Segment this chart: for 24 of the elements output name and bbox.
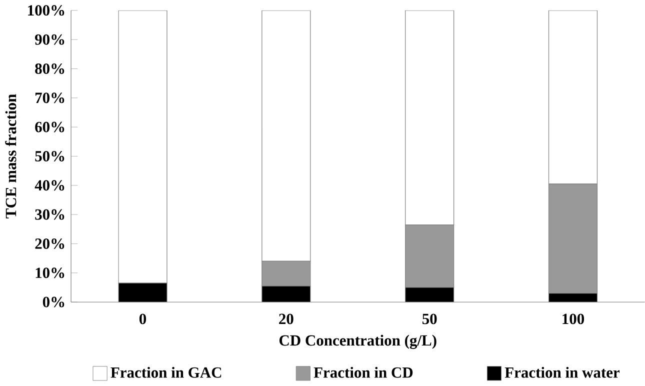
y-tick-label: 60% (35, 122, 64, 132)
legend-label: Fraction in water (504, 366, 620, 378)
y-tick-label: 0% (42, 296, 64, 308)
y-tick-label: 20% (35, 238, 64, 249)
y-tick-label: 70% (35, 92, 64, 104)
x-tick-label: 50 (422, 314, 437, 324)
legend-label: Fraction in CD (314, 366, 413, 378)
y-axis-title: TCE mass fraction (5, 94, 16, 218)
y-tick-label: 100% (28, 5, 64, 16)
bar (548, 292, 598, 302)
x-axis-title: CD Concentration (g/L) (279, 334, 436, 349)
x-tick-label: 0 (139, 314, 146, 324)
y-tick-label: 50% (35, 150, 64, 162)
bar (118, 283, 167, 302)
x-tick-label: 20 (279, 314, 294, 324)
y-tick-label: 10% (36, 268, 64, 278)
y-tick-label: 30% (35, 209, 64, 220)
bar (405, 287, 454, 302)
y-tick-label: 80% (35, 63, 64, 74)
y-tick-label: 90% (35, 34, 64, 45)
legend-label: Fraction in GAC (110, 366, 222, 378)
bar (262, 286, 310, 302)
y-tick-label: 40% (34, 180, 64, 191)
x-tick-label: 100 (562, 314, 584, 324)
